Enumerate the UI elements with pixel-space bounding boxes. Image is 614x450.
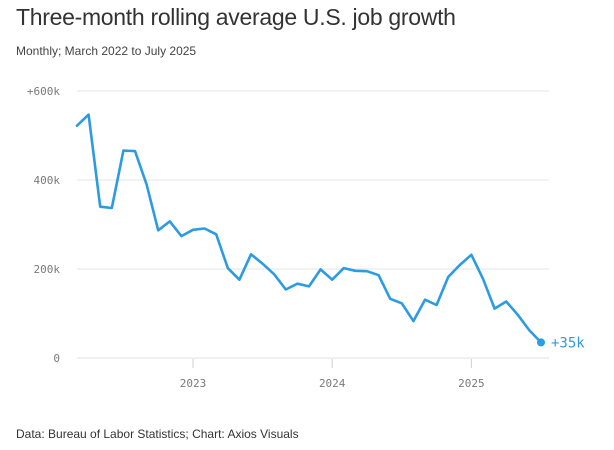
data-point — [261, 262, 263, 264]
data-point — [377, 274, 379, 276]
data-point — [180, 235, 182, 237]
x-tick-label: 2023 — [180, 377, 207, 390]
data-point — [238, 278, 240, 280]
data-point — [482, 278, 484, 280]
grid-layer — [77, 90, 549, 359]
data-point — [401, 302, 403, 304]
data-point — [134, 150, 136, 152]
data-point — [505, 300, 507, 302]
data-point — [285, 288, 287, 290]
data-point — [145, 183, 147, 185]
data-point — [366, 270, 368, 272]
data-point — [215, 233, 217, 235]
data-point — [459, 264, 461, 266]
data-point — [343, 267, 345, 269]
data-point — [354, 270, 356, 272]
chart-subtitle: Monthly; March 2022 to July 2025 — [16, 44, 197, 58]
axis-layer: 0 200k 400k +600k 2023 2024 2025 — [27, 85, 485, 390]
end-value-label: +35k — [551, 335, 585, 351]
data-point — [424, 299, 426, 301]
data-point — [528, 329, 530, 331]
data-point — [493, 307, 495, 309]
data-point — [273, 273, 275, 275]
data-point — [99, 206, 101, 208]
chart-title: Three-month rolling average U.S. job gro… — [16, 4, 456, 30]
data-point — [169, 220, 171, 222]
source-note: Data: Bureau of Labor Statistics; Chart:… — [16, 427, 299, 441]
data-point — [308, 285, 310, 287]
data-point — [192, 229, 194, 231]
series-layer — [75, 113, 543, 344]
data-point — [87, 113, 89, 115]
data-point — [122, 149, 124, 151]
data-point — [517, 314, 519, 316]
data-point — [157, 229, 159, 231]
series-line — [75, 113, 543, 344]
data-point — [227, 267, 229, 269]
x-tick-label: 2024 — [319, 377, 346, 390]
data-point — [447, 276, 449, 278]
y-tick-label: 0 — [53, 352, 60, 365]
data-point — [296, 282, 298, 284]
data-point — [435, 304, 437, 306]
data-point — [412, 320, 414, 322]
data-point — [389, 298, 391, 300]
data-point — [250, 253, 252, 255]
annotation-layer: +35k — [537, 335, 585, 351]
data-point — [111, 207, 113, 209]
data-point — [76, 125, 78, 127]
data-point — [319, 268, 321, 270]
data-point — [203, 227, 205, 229]
x-tick-label: 2025 — [458, 377, 485, 390]
y-tick-label: 200k — [34, 263, 61, 276]
y-tick-label: 400k — [34, 174, 61, 187]
data-point — [331, 278, 333, 280]
y-tick-label: +600k — [27, 85, 60, 98]
data-point — [470, 254, 472, 256]
end-point-marker — [537, 338, 545, 347]
